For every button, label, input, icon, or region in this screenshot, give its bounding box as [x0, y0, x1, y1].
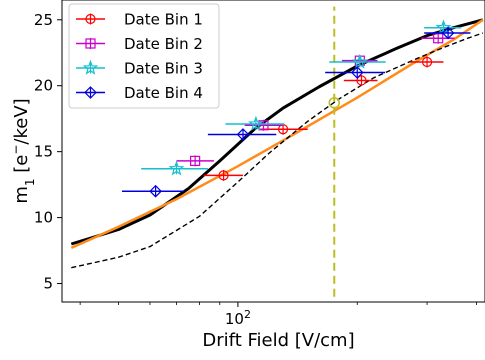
data-point: [410, 56, 444, 68]
plot-frame: [61, 0, 485, 303]
legend-box: [68, 3, 220, 109]
data-point: [225, 115, 285, 131]
data-point: [176, 155, 214, 167]
data-point: [325, 66, 386, 79]
y-tick-label: 15: [34, 143, 53, 161]
model-curve-1: [70, 18, 484, 246]
y-tick-label: 20: [34, 77, 53, 95]
legend-entry: Date Bin 2: [76, 35, 203, 53]
data-point: [121, 184, 184, 198]
data-point: [424, 26, 471, 40]
model-curve-3: [71, 32, 484, 269]
data-point: [329, 53, 386, 69]
y-tick-label: 10: [34, 209, 53, 227]
x-axis-label: Drift Field [V/cm]: [202, 330, 354, 351]
data-point: [343, 74, 378, 86]
data-point: [424, 19, 462, 35]
data-point: [207, 128, 277, 141]
y-axis: 5 10 15 20 25: [34, 11, 62, 293]
y-axis-label: m1 [e−/keV]: [9, 98, 37, 203]
series-4: [121, 26, 471, 198]
x-axis: 102: [79, 302, 477, 329]
y-tick-label: 5: [43, 275, 53, 293]
series-3: [141, 19, 462, 176]
series-1: [203, 56, 444, 181]
legend-label: Date Bin 2: [124, 35, 203, 53]
model-curve-2: [70, 18, 484, 250]
legend: Date Bin 1 Date Bin 2 Date Bin 3 Date Bin 4: [68, 3, 220, 109]
legend-label: Date Bin 4: [124, 84, 203, 102]
data-point: [141, 160, 208, 176]
legend-label: Date Bin 3: [124, 60, 203, 78]
y-tick-label: 25: [34, 11, 53, 29]
legend-entry: Date Bin 3: [76, 60, 203, 78]
legend-label: Date Bin 1: [124, 11, 203, 29]
plot-content: [70, 6, 484, 297]
x-tick-label: 102: [225, 308, 251, 329]
data-point: [203, 169, 243, 181]
legend-entry: Date Bin 1: [76, 11, 203, 29]
highlight-marker: [328, 97, 341, 109]
legend-entry: Date Bin 4: [76, 84, 203, 102]
